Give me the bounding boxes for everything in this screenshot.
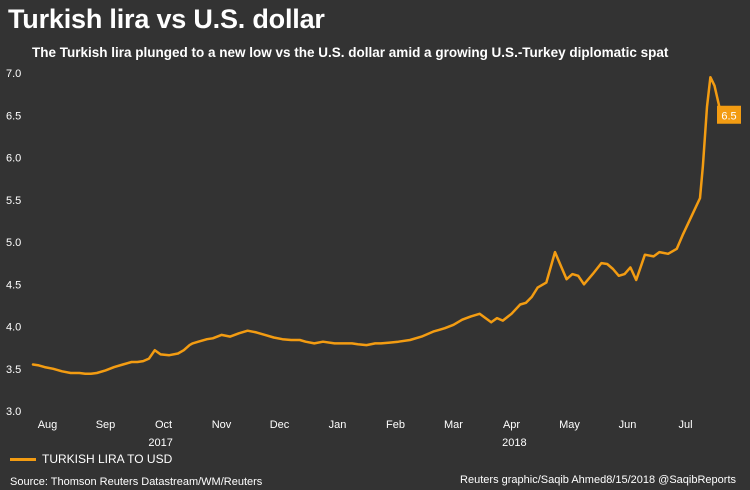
end-value-badge [717, 105, 741, 124]
x-tick-label: Sep [96, 419, 116, 431]
y-tick-label: 4.5 [6, 279, 21, 291]
x-tick-label: Oct [155, 419, 172, 431]
end-value-label: 6.5 [721, 110, 736, 122]
chart-title: Turkish lira vs U.S. dollar [8, 4, 325, 34]
y-tick-label: 5.0 [6, 237, 21, 249]
y-tick-label: 3.0 [6, 406, 21, 418]
legend: TURKISH LIRA TO USD [10, 452, 172, 466]
legend-label: TURKISH LIRA TO USD [42, 452, 173, 466]
x-tick-label: May [559, 419, 580, 431]
y-tick-label: 6.5 [6, 110, 21, 122]
credit-note: Reuters graphic/Saqib Ahmed8/15/2018 @Sa… [460, 474, 736, 486]
x-tick-label: Feb [386, 419, 405, 431]
x-tick-label: Nov [212, 419, 232, 431]
y-tick-label: 5.5 [6, 195, 21, 207]
x-tick-label: Apr [503, 419, 520, 431]
x-tick-label: Aug [38, 419, 58, 431]
y-tick-label: 6.0 [6, 153, 21, 165]
x-tick-label: Dec [270, 419, 290, 431]
x-tick-label: Mar [444, 419, 463, 431]
x-tick-label: Jun [619, 419, 637, 431]
year-label: 2017 [148, 437, 172, 449]
source-note: Source: Thomson Reuters Datastream/WM/Re… [10, 476, 263, 488]
y-tick-label: 3.5 [6, 364, 21, 376]
year-label: 2018 [502, 437, 526, 449]
x-tick-label: Jul [678, 419, 692, 431]
legend-swatch [10, 457, 36, 461]
y-tick-label: 4.0 [6, 322, 21, 334]
series-line [31, 75, 734, 376]
x-tick-label: Jan [329, 419, 347, 431]
y-tick-label: 7.0 [6, 68, 21, 80]
chart-subtitle: The Turkish lira plunged to a new low vs… [32, 45, 669, 60]
